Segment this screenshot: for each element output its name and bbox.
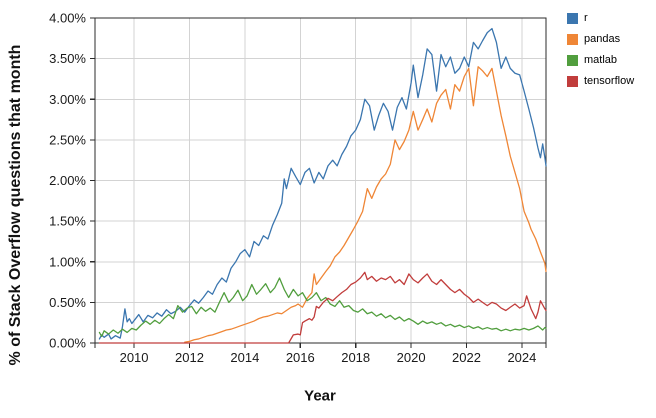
x-tick-label: 2022: [452, 350, 481, 365]
y-tick-label: 0.50%: [49, 295, 86, 310]
legend-swatch-matlab: [567, 55, 578, 66]
series-line-tensorflow: [98, 271, 547, 344]
y-tick-label: 4.00%: [49, 11, 86, 26]
x-tick-label: 2016: [286, 350, 315, 365]
legend-item-r: r: [567, 13, 634, 24]
legend-item-matlab: matlab: [567, 55, 634, 66]
y-tick-label: 3.50%: [49, 51, 86, 66]
x-tick-label: 2024: [507, 350, 536, 365]
legend-swatch-r: [567, 13, 578, 24]
x-tick-label: 2014: [230, 350, 259, 365]
legend-label: pandas: [584, 33, 621, 45]
legend-label: r: [584, 12, 588, 24]
axis-ticks: [90, 17, 547, 348]
x-tick-label: 2012: [175, 350, 204, 365]
x-axis-title: Year: [304, 387, 336, 405]
y-tick-label: 2.00%: [49, 173, 86, 188]
y-tick-label: 3.00%: [49, 92, 86, 107]
legend-swatch-tensorflow: [567, 76, 578, 87]
x-tick-labels: 2010 2012 2014 2016 2018 2020 2022 2024: [120, 350, 537, 365]
y-tick-label: 2.50%: [49, 132, 86, 147]
y-axis-title: % of Stack Overflow questions that month: [7, 44, 24, 366]
legend: r pandas matlab tensorflow: [567, 13, 634, 97]
series-line-pandas: [184, 66, 547, 343]
legend-label: matlab: [584, 54, 618, 66]
x-tick-label: 2018: [341, 350, 370, 365]
y-tick-label: 1.50%: [49, 214, 86, 229]
legend-swatch-pandas: [567, 34, 578, 45]
series-line-r: [98, 27, 547, 340]
y-tick-labels: 0.00% 0.50% 1.00% 1.50% 2.00% 2.50% 3.00% 3.50%…: [49, 11, 86, 351]
series-line-matlab: [98, 277, 547, 338]
legend-item-pandas: pandas: [567, 34, 634, 45]
y-tick-label: 1.00%: [49, 254, 86, 269]
legend-item-tensorflow: tensorflow: [567, 76, 634, 87]
series-lines: [98, 27, 547, 344]
x-tick-label: 2010: [120, 350, 149, 365]
x-tick-label: 2020: [397, 350, 426, 365]
y-tick-label: 0.00%: [49, 336, 86, 351]
legend-label: tensorflow: [584, 75, 635, 87]
